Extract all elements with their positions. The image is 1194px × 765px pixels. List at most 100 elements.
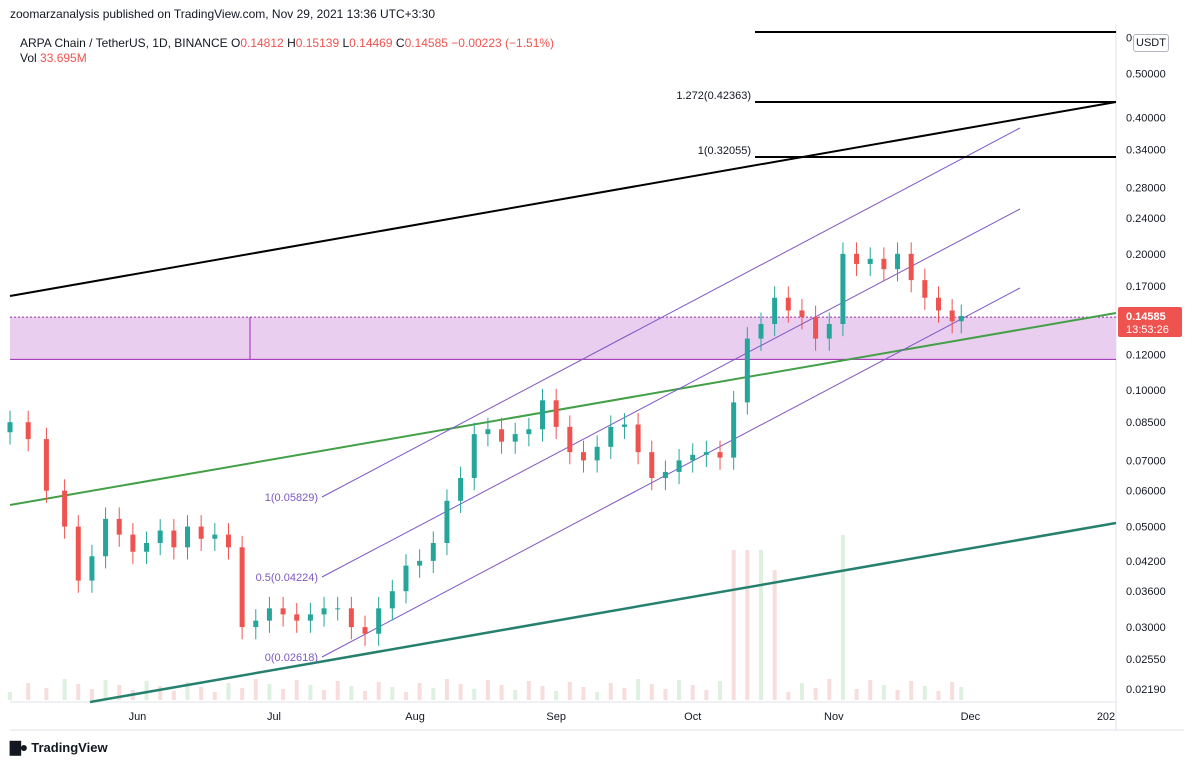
volume-label: Vol — [20, 51, 37, 65]
supply-demand-zone — [10, 317, 1116, 360]
channel-level-label: 0(0.02618) — [265, 652, 318, 664]
candle-body — [540, 400, 546, 430]
volume-bar — [636, 679, 641, 700]
high-label: H — [287, 36, 296, 50]
candle-body — [608, 426, 614, 447]
x-tick-label: Jun — [129, 711, 147, 723]
volume-bar — [745, 550, 750, 700]
last-price-tag — [1118, 306, 1182, 337]
candle-body — [703, 452, 709, 455]
candle-body — [895, 253, 901, 270]
candle-body — [389, 591, 395, 609]
x-tick-label: Sep — [546, 711, 566, 723]
y-tick-label: 0.17000 — [1126, 281, 1166, 293]
candle-body — [635, 424, 641, 453]
volume-bar — [758, 550, 763, 700]
candle-body — [376, 608, 382, 634]
volume-bar — [117, 685, 122, 700]
plot-area — [10, 25, 1116, 702]
channel-lower-line — [321, 287, 1021, 658]
volume-bar — [959, 687, 964, 700]
candle-body — [362, 627, 368, 634]
candle-body — [854, 253, 860, 264]
volume-bar — [417, 683, 422, 700]
candle-body — [594, 446, 600, 461]
candle-body — [731, 402, 737, 458]
volume-bar — [458, 684, 463, 700]
candle-body — [512, 434, 518, 442]
candle-body — [813, 317, 819, 339]
candle-body — [499, 429, 505, 442]
volume-bar — [704, 690, 709, 700]
y-tick-label: 0.40000 — [1126, 112, 1166, 124]
candle-body — [43, 439, 49, 491]
candle-body — [958, 315, 964, 322]
volume-bar — [622, 688, 627, 700]
x-tick-label: Nov — [824, 711, 844, 723]
candle-body — [294, 614, 300, 621]
volume-bar — [253, 679, 258, 700]
volume-bar — [540, 686, 545, 700]
volume-bar — [89, 689, 94, 700]
candle-body — [239, 547, 245, 628]
candle-body — [567, 426, 573, 453]
candle-body — [198, 526, 204, 539]
candle-body — [881, 258, 887, 270]
y-tick-label: 0.08500 — [1126, 417, 1166, 429]
volume-bar — [171, 691, 176, 700]
x-tick-label: Jul — [267, 711, 281, 723]
fib-level-label: 1.272(0.42363) — [676, 90, 751, 102]
volume-bar — [226, 683, 231, 700]
candle-body — [458, 478, 464, 501]
volume-bar — [950, 682, 955, 700]
volume-bar — [881, 685, 886, 700]
footer-brand: ▇● TradingView — [10, 739, 108, 756]
candle-body — [116, 518, 122, 535]
volume-bar — [103, 680, 108, 700]
candle-body — [676, 460, 682, 472]
close-value: 0.14585 — [404, 36, 448, 50]
candle-body — [580, 452, 586, 461]
y-tick-label: 0.20000 — [1126, 249, 1166, 261]
candle-body — [908, 253, 914, 281]
x-tick-label: 202 — [1097, 711, 1115, 723]
candle-body — [62, 490, 68, 527]
candle-body — [840, 253, 846, 325]
volume-bar — [281, 689, 286, 700]
volume-bar — [868, 680, 873, 700]
candle-body — [280, 608, 286, 615]
volume-bar — [431, 688, 436, 700]
candle-body — [266, 608, 272, 621]
candle-body — [171, 530, 177, 548]
candle-body — [157, 530, 163, 543]
high-value: 0.15139 — [295, 36, 340, 50]
y-tick-label: 0.50000 — [1126, 69, 1166, 81]
volume-bar — [840, 535, 845, 700]
low-label: L — [342, 36, 350, 50]
volume-bar — [909, 681, 914, 700]
candle-body — [212, 534, 218, 539]
currency-badge[interactable]: USDT — [1133, 34, 1169, 52]
candle-body — [253, 620, 259, 628]
volume-bar — [376, 682, 381, 700]
candle-body — [690, 454, 696, 461]
y-tick-label: 0.34000 — [1126, 144, 1166, 156]
candle-body — [335, 608, 341, 610]
volume-bar — [718, 681, 723, 700]
volume-bar — [513, 690, 518, 700]
candle-body — [922, 280, 928, 298]
candle-body — [526, 429, 532, 435]
volume-value: 33.695M — [40, 51, 87, 65]
volume-bar — [158, 686, 163, 700]
candle-body — [185, 526, 191, 548]
volume-bar — [76, 684, 81, 700]
brand-name: TradingView — [31, 740, 108, 755]
fib-level-label: 1(0.32055) — [698, 145, 751, 157]
volume-bar — [772, 570, 777, 700]
volume-bar — [608, 683, 613, 700]
y-tick-label: 0.02550 — [1126, 654, 1166, 666]
volume-bar — [472, 689, 477, 700]
tradingview-logo-icon: ▇● — [10, 739, 28, 755]
volume-bar — [185, 682, 190, 700]
